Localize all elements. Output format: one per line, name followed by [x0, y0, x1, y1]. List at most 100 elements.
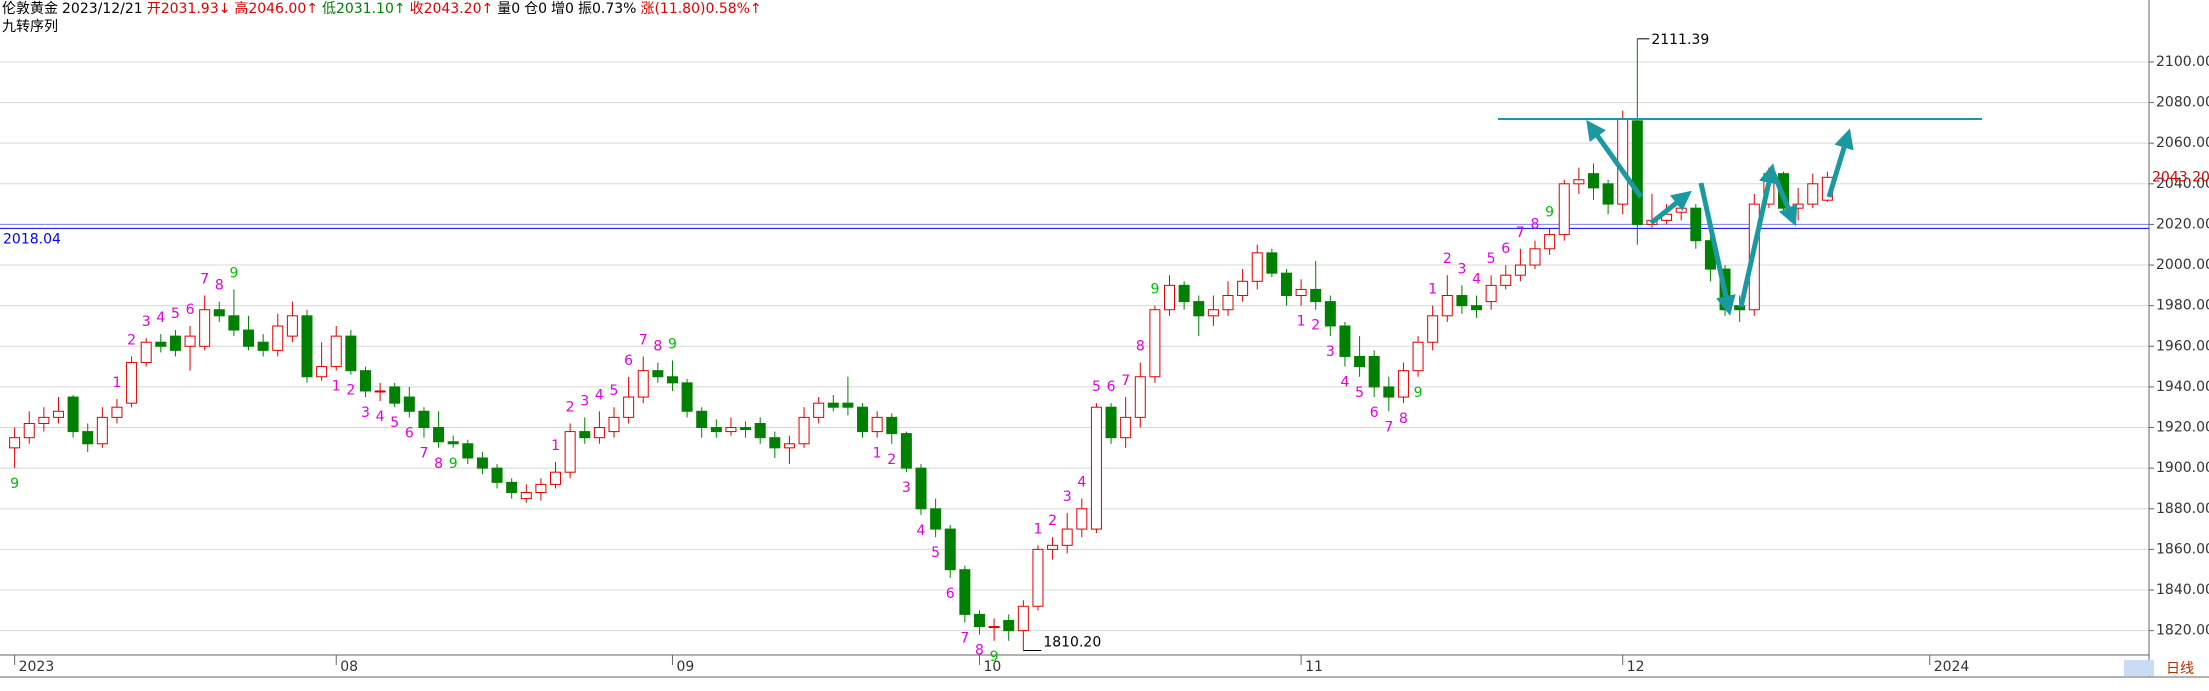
- td-count: 1: [873, 446, 882, 462]
- quote-field: 量0: [497, 1, 521, 17]
- candle-body: [82, 431, 94, 445]
- td-count: 4: [156, 310, 165, 326]
- candle-body: [1178, 284, 1190, 303]
- candle-body: [140, 341, 152, 364]
- candle-body: [1529, 248, 1541, 266]
- candle-body: [740, 427, 752, 431]
- candle-body: [1090, 406, 1102, 530]
- td-count: 9: [1545, 204, 1554, 220]
- td-count: 3: [1063, 489, 1072, 505]
- candle-body: [1047, 544, 1059, 550]
- quote-field: 收2043.20↑: [409, 1, 494, 17]
- td-count: 4: [917, 523, 926, 539]
- candle-body: [550, 471, 562, 485]
- candle-body: [1690, 207, 1702, 242]
- candle-body: [126, 362, 138, 404]
- quote-field: 振0.73%: [577, 1, 637, 17]
- candle-body: [1061, 528, 1073, 546]
- y-tick-label: 1840.00: [2156, 582, 2209, 598]
- td-count: 8: [975, 643, 984, 659]
- candle-body: [900, 433, 912, 469]
- candle-body: [1792, 203, 1804, 209]
- y-tick-label: 1980.00: [2156, 298, 2209, 314]
- quote-field: 增0: [551, 1, 574, 17]
- candle-body: [652, 370, 664, 378]
- candle-body: [286, 315, 298, 337]
- candle-body: [213, 309, 225, 317]
- x-tick-label: 12: [1627, 659, 1645, 675]
- scroll-box[interactable]: [2124, 660, 2154, 676]
- candle-body: [418, 410, 430, 429]
- candle-body: [1310, 288, 1322, 303]
- candle-body: [681, 382, 693, 412]
- candle-body: [476, 457, 488, 469]
- low-label: 1810.20: [1043, 635, 1101, 651]
- candle-body: [915, 467, 927, 510]
- td-count: 9: [10, 476, 19, 492]
- candle-body: [1807, 183, 1819, 205]
- td-count: 8: [1136, 339, 1145, 355]
- candle-body: [1544, 234, 1556, 250]
- td-count: 4: [1077, 475, 1086, 491]
- candle-body: [944, 528, 956, 571]
- candle-body: [754, 422, 766, 439]
- td-count: 6: [946, 586, 955, 602]
- td-count: 5: [1487, 251, 1496, 267]
- candle-body: [623, 396, 635, 418]
- arrow: [1586, 119, 1644, 199]
- last-price-label: 2043.20: [2152, 169, 2209, 185]
- candle-body: [1280, 272, 1292, 297]
- candle-body: [1675, 207, 1687, 213]
- candle-body: [330, 335, 342, 368]
- td-count: 6: [1370, 405, 1379, 421]
- candle-body: [359, 370, 371, 392]
- arrow: [1738, 163, 1779, 308]
- y-tick-label: 1920.00: [2156, 420, 2209, 436]
- candle-body: [1032, 548, 1044, 607]
- candle-body: [1193, 301, 1205, 317]
- candle-body: [1105, 406, 1117, 439]
- candle-body: [535, 483, 547, 494]
- candle-body: [769, 437, 781, 449]
- header: 伦敦黄金 2023/12/21 开2031.93↓ 高2046.00↑ 低2031.10…: [2, 0, 766, 36]
- candle-body: [1587, 173, 1599, 189]
- period[interactable]: 日线: [2166, 661, 2194, 677]
- x-tick-label: 2024: [1934, 659, 1970, 675]
- y-tick-label: 2000.00: [2156, 257, 2209, 273]
- arrow: [1649, 190, 1692, 225]
- quote-field: 低2031.10↑: [321, 1, 406, 17]
- candle-body: [433, 427, 445, 443]
- candle-body: [1514, 264, 1526, 276]
- candle-body: [184, 335, 196, 347]
- td-count: 7: [1516, 225, 1525, 241]
- candle-body: [1573, 179, 1585, 185]
- quote-field: 开2031.93↓: [146, 1, 231, 17]
- td-count: 6: [1107, 379, 1116, 395]
- y-tick-label: 1880.00: [2156, 501, 2209, 517]
- candle-body: [155, 341, 167, 347]
- candle-body: [1134, 376, 1146, 418]
- td-count: 6: [624, 353, 633, 369]
- td-count: 9: [1150, 282, 1159, 298]
- candle-body: [389, 386, 401, 404]
- high-label: 2111.39: [1651, 32, 1709, 48]
- candle-body: [988, 626, 1000, 629]
- candle-body: [1207, 309, 1219, 317]
- candle-body: [52, 410, 64, 418]
- candle-body: [1397, 370, 1409, 398]
- td-count: 4: [595, 387, 604, 403]
- td-count: 9: [229, 265, 238, 281]
- candle-body: [462, 443, 474, 459]
- candle-body: [491, 467, 503, 483]
- candle-body: [1558, 183, 1570, 236]
- td-count: 2: [1048, 513, 1057, 529]
- indicator-name: 九转序列: [2, 19, 58, 35]
- candle-body: [1441, 295, 1453, 317]
- td-count: 7: [639, 332, 648, 348]
- arrows: [1586, 119, 1854, 316]
- candle-body: [1149, 309, 1161, 378]
- td-count: 6: [405, 425, 414, 441]
- td-count: 1: [112, 375, 121, 391]
- td-count: 3: [142, 314, 151, 330]
